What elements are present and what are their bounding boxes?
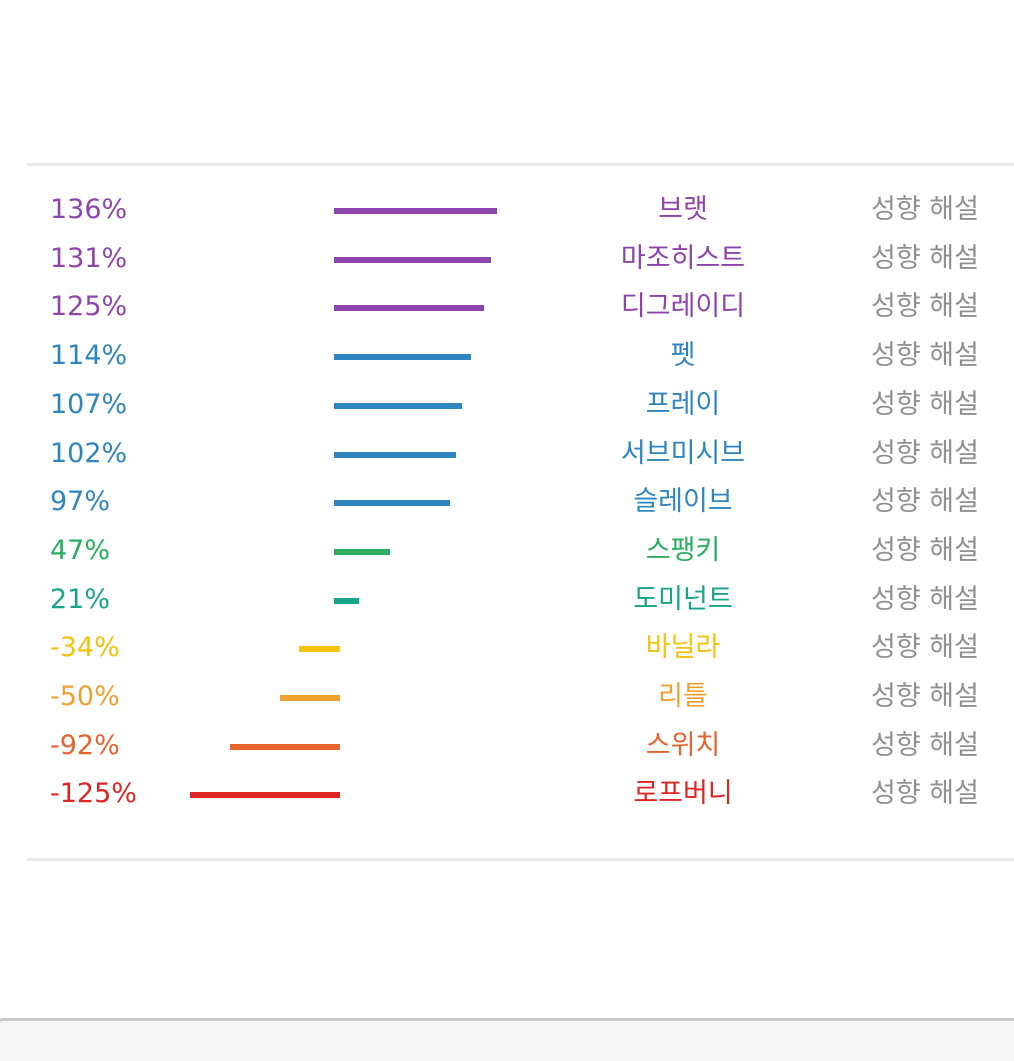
value-label: 107%: [50, 388, 128, 420]
value-label: 47%: [50, 534, 111, 566]
chart-row: 102% 서브미시브 성향 해설: [0, 434, 1014, 474]
value-label: 131%: [50, 242, 128, 274]
value-label: 125%: [50, 291, 128, 323]
value-label: -125%: [50, 778, 137, 810]
category-label: 로프버니: [633, 778, 733, 810]
bar: [334, 500, 451, 507]
category-label: 리틀: [658, 681, 708, 712]
category-label: 슬레이브: [633, 486, 733, 518]
chart-row: 114% 펫 성향 해설: [0, 336, 1014, 376]
category-label: 마조히스트: [620, 242, 746, 274]
category-label: 디그레이디: [620, 291, 746, 323]
trait-description-link[interactable]: 성향 해설: [871, 437, 979, 469]
chart-row: 107% 프레이 성향 해설: [0, 385, 1014, 425]
bar: [299, 646, 340, 653]
bar: [334, 208, 498, 214]
value-label: -92%: [50, 729, 120, 761]
trait-description-link[interactable]: 성향 해설: [871, 340, 979, 372]
value-label: 136%: [50, 194, 128, 225]
top-divider: [27, 163, 1014, 166]
category-label: 도미넌트: [633, 583, 733, 615]
bar: [229, 743, 340, 750]
chart-row: -50% 리틀 성향 해설: [0, 677, 1014, 717]
chart-row: 136% 브랫 성향 해설: [0, 190, 1014, 230]
bar: [334, 402, 463, 409]
value-label: 114%: [50, 340, 128, 372]
bar: [334, 256, 492, 263]
category-label: 프레이: [645, 388, 721, 420]
sheet-bottom-edge: [0, 1018, 1014, 1061]
trait-description-link[interactable]: 성향 해설: [871, 242, 979, 274]
chart-row: 47% 스팽키 성향 해설: [0, 531, 1014, 571]
value-label: -34%: [50, 632, 120, 664]
trait-description-link[interactable]: 성향 해설: [871, 583, 979, 615]
trait-description-link[interactable]: 성향 해설: [871, 534, 979, 566]
chart-row: 125% 디그레이디 성향 해설: [0, 287, 1014, 327]
category-label: 스팽키: [645, 534, 721, 566]
trait-description-link[interactable]: 성향 해설: [871, 486, 979, 518]
category-label: 펫: [670, 340, 696, 372]
bar: [334, 548, 391, 555]
bar: [280, 695, 340, 701]
category-label: 서브미시브: [620, 437, 746, 469]
chart-row: -125% 로프버니 성향 해설: [0, 774, 1014, 814]
bar: [334, 597, 360, 604]
chart-row: 97% 슬레이브 성향 해설: [0, 482, 1014, 522]
value-label: 21%: [50, 583, 111, 615]
bottom-divider: [27, 858, 1014, 861]
chart-row: -92% 스위치 성향 해설: [0, 726, 1014, 766]
bar: [334, 305, 484, 312]
category-label: 스위치: [645, 729, 721, 761]
chart-row: -34% 바닐라 성향 해설: [0, 628, 1014, 668]
trait-description-link[interactable]: 성향 해설: [871, 681, 979, 712]
category-label: 브랫: [658, 194, 708, 225]
chart-row: 21% 도미넌트 성향 해설: [0, 580, 1014, 620]
chart-row: 131% 마조히스트 성향 해설: [0, 239, 1014, 279]
trait-description-link[interactable]: 성향 해설: [871, 291, 979, 323]
trait-description-link[interactable]: 성향 해설: [871, 729, 979, 761]
trait-description-link[interactable]: 성향 해설: [871, 632, 979, 664]
bar: [334, 451, 457, 458]
trait-description-link[interactable]: 성향 해설: [871, 388, 979, 420]
value-label: 97%: [50, 486, 111, 518]
trait-description-link[interactable]: 성향 해설: [871, 194, 979, 225]
value-label: -50%: [50, 681, 120, 712]
trait-description-link[interactable]: 성향 해설: [871, 778, 979, 810]
bar: [334, 354, 471, 361]
value-label: 102%: [50, 437, 128, 469]
bar: [190, 792, 340, 799]
category-label: 바닐라: [645, 632, 721, 664]
